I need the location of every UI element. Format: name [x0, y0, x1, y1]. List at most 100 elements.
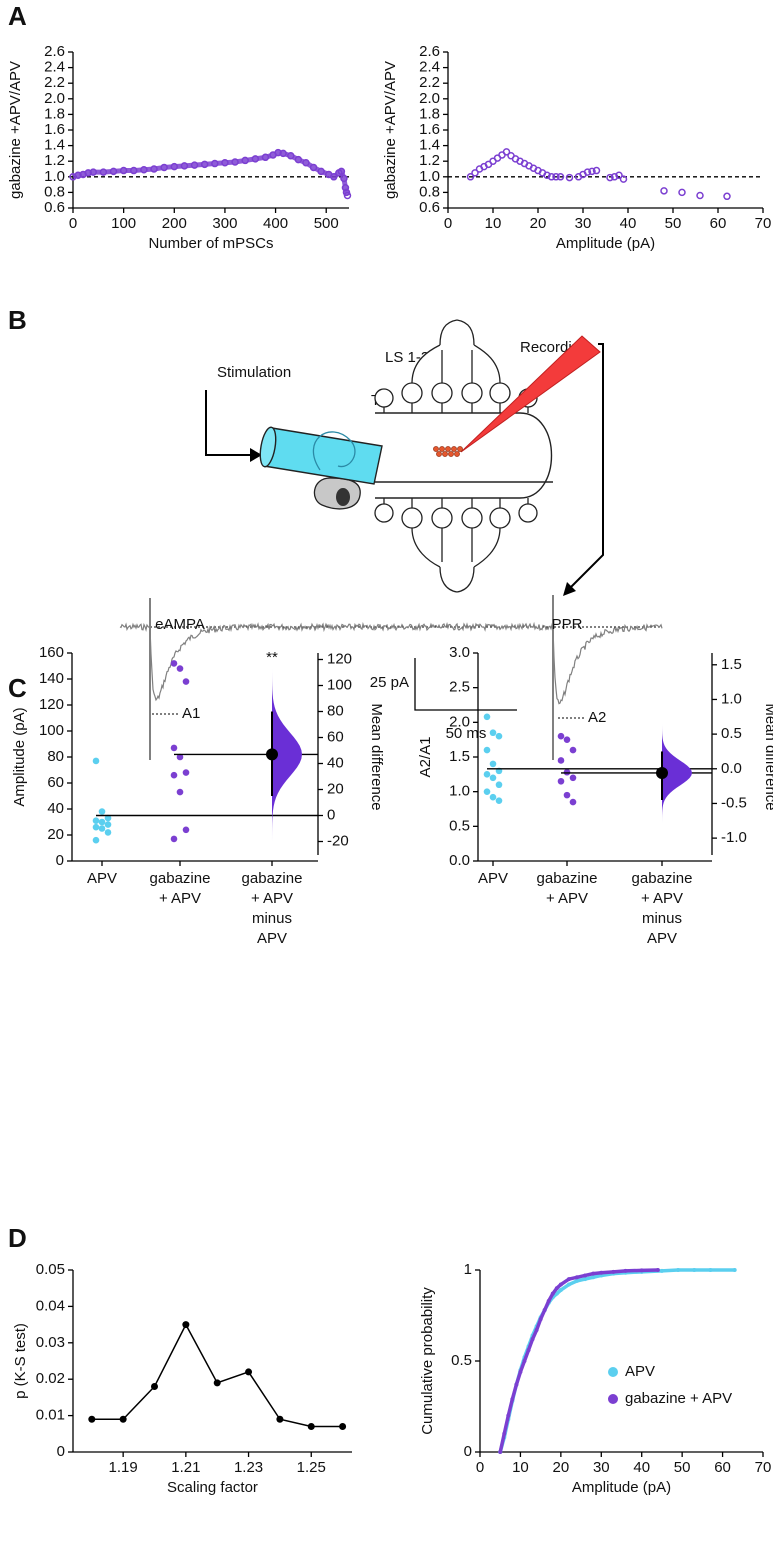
y-tick-label: 0.04	[36, 1297, 65, 1314]
y-tick-label: 2.4	[419, 59, 440, 76]
point	[98, 825, 106, 832]
point	[92, 836, 100, 844]
y2-tick-label: 120	[327, 650, 352, 667]
x-tick-label: + APV	[641, 890, 683, 907]
y-axis-label: Amplitude (pA)	[11, 707, 28, 806]
y-tick-label: 0.6	[44, 199, 65, 216]
point	[176, 753, 184, 761]
y-tick-label: 2.4	[44, 59, 65, 76]
point	[591, 1275, 596, 1280]
point	[506, 1413, 511, 1418]
point	[92, 817, 100, 824]
point	[483, 788, 491, 795]
point	[160, 163, 168, 172]
point	[200, 160, 209, 169]
point	[489, 729, 497, 737]
y-tick-label: 0.8	[44, 183, 65, 200]
point	[538, 1317, 543, 1322]
point	[471, 169, 479, 177]
point	[245, 1368, 253, 1376]
x-tick-label: 60	[714, 1459, 731, 1476]
x-tick-label: 0	[69, 215, 77, 232]
y-tick-label: 0	[464, 1443, 472, 1460]
point	[170, 835, 178, 843]
point	[241, 156, 249, 165]
scale-x-label: 50 ms	[446, 725, 487, 742]
point	[676, 1268, 681, 1272]
point	[176, 665, 184, 672]
y-tick-label: 0.5	[449, 817, 470, 834]
y-tick-label: 60	[47, 774, 64, 791]
point	[546, 1298, 551, 1303]
scale-y-label: 25 pA	[370, 674, 409, 691]
bootstrap-distribution	[662, 723, 692, 823]
point	[530, 1337, 535, 1342]
point	[150, 165, 158, 173]
neuron	[336, 488, 350, 506]
point	[502, 1431, 507, 1436]
point	[276, 1415, 284, 1423]
point	[599, 1270, 604, 1275]
y-tick-label: 80	[47, 748, 64, 765]
bootstrap-distribution	[272, 668, 302, 841]
point	[337, 167, 346, 176]
arrowhead	[563, 582, 576, 596]
point	[104, 814, 112, 822]
stimulation-pipette	[263, 427, 383, 485]
point	[557, 777, 565, 785]
x-tick-label: 50	[665, 215, 682, 232]
significance: **	[266, 649, 278, 666]
y-tick-label: 0	[57, 1443, 65, 1460]
pipette-end	[259, 426, 277, 468]
point	[170, 162, 179, 171]
point	[566, 1277, 571, 1282]
x-tick-label: gabazine	[150, 870, 211, 887]
legend-label: gabazine + APV	[625, 1390, 732, 1407]
point	[565, 173, 574, 182]
point	[84, 169, 92, 177]
x-tick-label: APV	[87, 870, 117, 887]
peak-label: A1	[182, 705, 200, 722]
point	[274, 148, 282, 157]
point	[522, 1359, 527, 1363]
point	[170, 744, 178, 752]
y-axis-label: Cumulative probability	[419, 1287, 436, 1435]
x-tick-label: + APV	[159, 890, 201, 907]
point	[606, 173, 614, 182]
point	[231, 158, 239, 166]
chart-title: eAMPA	[155, 616, 205, 633]
point	[483, 771, 491, 778]
point	[330, 173, 338, 181]
point	[575, 1278, 580, 1283]
point	[109, 167, 118, 176]
point	[619, 175, 628, 183]
y2-tick-label: 0	[327, 806, 335, 823]
y2-tick-label: 20	[327, 780, 344, 797]
point	[498, 1450, 503, 1454]
x-tick-label: gabazine	[632, 870, 693, 887]
x-tick-label: minus	[642, 910, 682, 927]
x-tick-label: 40	[620, 215, 637, 232]
x-tick-label: 1.19	[109, 1459, 138, 1476]
point	[99, 168, 108, 176]
y-tick-label: 1.4	[419, 137, 440, 154]
worm-diagram: Stimulation LS 1-3 Recording T 7	[119, 319, 663, 760]
point	[556, 173, 565, 181]
y-tick-label: 1.8	[44, 105, 65, 122]
point	[89, 168, 98, 176]
x-tick-label: 30	[575, 215, 592, 232]
point	[221, 159, 229, 167]
x-tick-label: + APV	[546, 890, 588, 907]
point	[554, 1291, 559, 1296]
x-tick-label: 300	[212, 215, 237, 232]
nose-outline	[312, 431, 356, 471]
legend-label: APV	[625, 1363, 655, 1380]
y2-tick-label: -0.5	[721, 794, 747, 811]
y2-tick-label: -20	[327, 832, 349, 849]
y2-tick-label: 0.0	[721, 760, 742, 777]
point	[557, 757, 565, 764]
point	[279, 149, 287, 158]
y-tick-label: 40	[47, 800, 64, 817]
point	[309, 163, 318, 172]
point	[130, 166, 138, 175]
